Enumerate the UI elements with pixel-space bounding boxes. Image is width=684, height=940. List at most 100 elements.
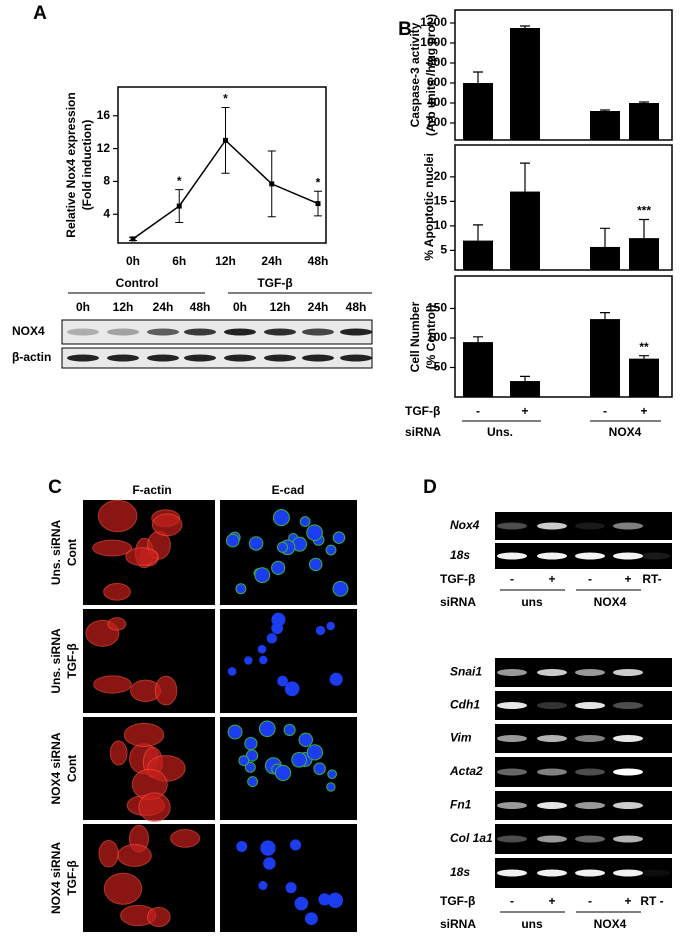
gene-label: 18s <box>450 865 470 879</box>
band <box>537 768 567 776</box>
gene-label: 18s <box>450 548 470 562</box>
nucleus <box>326 782 336 792</box>
error-bar <box>639 355 649 359</box>
lane-label: 24h <box>308 300 329 314</box>
band <box>497 522 527 530</box>
nucleus <box>283 723 296 736</box>
nucleus <box>291 751 307 768</box>
row-label: Cont <box>65 755 79 782</box>
row-label: β-actin <box>12 350 51 364</box>
row-label: siRNA <box>440 917 476 931</box>
nucleus <box>329 672 343 686</box>
nucleus <box>313 762 326 775</box>
condition: + <box>624 894 631 908</box>
y-tick-label: 150 <box>427 301 447 315</box>
band <box>497 835 527 843</box>
error-bar <box>639 101 649 103</box>
group: TGF-β <box>257 276 292 290</box>
band <box>302 328 334 336</box>
significance: * <box>223 92 228 106</box>
band <box>184 328 216 336</box>
significance: ** <box>639 340 649 354</box>
point <box>130 236 136 242</box>
nucleus <box>244 656 253 665</box>
significance: *** <box>637 204 651 218</box>
band <box>497 669 527 676</box>
band <box>575 735 605 742</box>
error-bar <box>473 71 483 83</box>
error-bar <box>639 218 649 239</box>
lane-label: 24h <box>153 300 174 314</box>
y-tick-label: 600 <box>427 75 447 89</box>
condition: - <box>588 572 592 586</box>
bar <box>510 28 540 140</box>
row-label: TGF-β <box>65 643 79 678</box>
condition: + <box>521 404 528 418</box>
cell <box>151 513 183 537</box>
band <box>264 354 296 362</box>
condition: - <box>588 894 592 908</box>
y-tick-label: 800 <box>427 55 447 69</box>
band <box>640 552 670 560</box>
column-label: E-cad <box>272 483 305 497</box>
cell <box>109 740 128 766</box>
nucleus <box>247 776 259 788</box>
band <box>184 354 216 362</box>
lane-label: 48h <box>346 300 367 314</box>
row-label: TGF-β <box>405 404 440 418</box>
cell <box>138 792 171 823</box>
error-bar <box>600 227 610 247</box>
nucleus <box>326 621 335 631</box>
gene-label: Acta2 <box>449 764 483 778</box>
condition: - <box>603 404 607 418</box>
y-tick-label: 1000 <box>420 35 447 49</box>
condition: + <box>548 572 555 586</box>
point <box>315 201 321 207</box>
nucleus <box>236 840 248 852</box>
nucleus <box>248 536 264 551</box>
condition: + <box>624 572 631 586</box>
y-tick-label: 400 <box>427 95 447 109</box>
condition: RT - <box>640 894 663 908</box>
row-label: siRNA <box>405 425 441 439</box>
gene-label: Fn1 <box>450 798 472 812</box>
group: uns <box>521 595 543 609</box>
y-tick-label: 5 <box>440 243 447 257</box>
cell <box>170 829 201 848</box>
panel-label: A <box>33 3 47 24</box>
band <box>264 328 296 336</box>
nucleus <box>244 736 258 751</box>
error-bar <box>600 311 610 320</box>
y-tick-label: 8 <box>103 174 110 188</box>
cell <box>123 722 165 748</box>
error-bar <box>520 162 530 192</box>
nucleus <box>306 744 324 761</box>
nucleus <box>325 544 337 556</box>
band <box>537 702 567 709</box>
nucleus <box>266 633 278 644</box>
band <box>497 735 527 742</box>
nucleus <box>304 912 318 926</box>
micrograph <box>220 824 357 932</box>
lane-label: 12h <box>113 300 134 314</box>
bar <box>590 246 620 270</box>
point <box>223 137 228 143</box>
nucleus <box>244 761 256 773</box>
y-tick-label: 12 <box>97 141 111 155</box>
y-tick-label: 50 <box>434 360 448 374</box>
row-label: TGF-β <box>440 894 475 908</box>
point <box>269 181 275 187</box>
panel-label: C <box>48 477 62 498</box>
band <box>613 522 643 530</box>
significance: * <box>177 174 182 188</box>
gene-label: Cdh1 <box>450 698 480 712</box>
nucleus <box>260 840 276 856</box>
plot-frame <box>454 144 673 271</box>
lane-label: 0h <box>76 300 90 314</box>
nucleus <box>258 720 276 738</box>
group: Uns. <box>487 425 513 439</box>
cell <box>92 539 133 557</box>
group: NOX4 <box>609 425 642 439</box>
y-tick-label: 15 <box>434 194 448 208</box>
bar <box>463 83 493 140</box>
